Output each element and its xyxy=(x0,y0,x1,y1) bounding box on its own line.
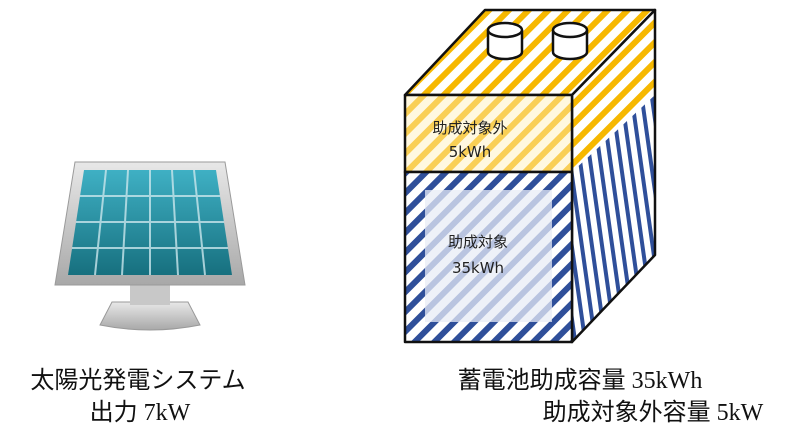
battery-box xyxy=(403,8,657,344)
solar-caption: 太陽光発電システム xyxy=(30,367,245,394)
battery-note: 助成対象外容量 5kW xyxy=(543,399,764,426)
lower-label: 助成対象 xyxy=(448,233,508,251)
upper-label: 助成対象外 xyxy=(432,119,507,137)
solar-panel-icon xyxy=(54,161,246,331)
lower-capacity: 35kWh xyxy=(452,259,504,277)
battery-caption: 蓄電池助成容量 35kWh xyxy=(458,367,703,394)
upper-capacity: 5kWh xyxy=(449,143,492,161)
solar-output: 出力 7kW xyxy=(90,399,191,426)
